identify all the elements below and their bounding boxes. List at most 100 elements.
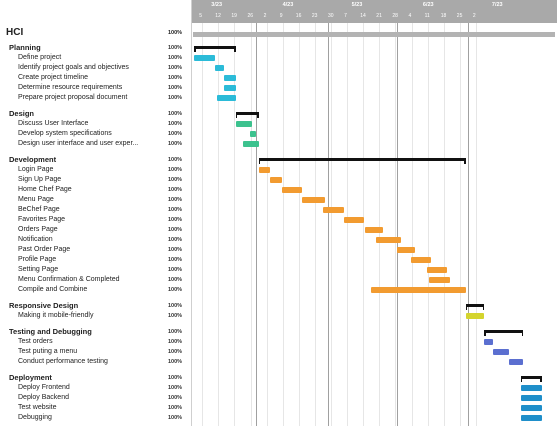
task-row[interactable]: Deploy Backend 100%	[0, 393, 192, 403]
task-bar[interactable]	[520, 405, 542, 411]
month-grid-line	[256, 23, 258, 426]
task-group-row[interactable]: Responsive Design 100%	[0, 301, 192, 311]
group-summary-bar[interactable]	[235, 112, 259, 118]
task-bar[interactable]	[194, 55, 215, 61]
task-row[interactable]: Discuss User Interface 100%	[0, 119, 192, 129]
day-tick-label: 18	[440, 13, 447, 19]
task-row[interactable]: Making it mobile-friendly 100%	[0, 311, 192, 321]
task-bar[interactable]	[410, 257, 432, 263]
task-bar[interactable]	[371, 287, 466, 293]
task-bar[interactable]	[376, 237, 402, 243]
task-row[interactable]: Conduct performance testing 100%	[0, 357, 192, 367]
task-percent: 100%	[168, 65, 183, 71]
day-tick-label: 23	[311, 13, 318, 19]
task-percent: 100%	[168, 359, 183, 365]
task-bar[interactable]	[224, 75, 236, 81]
task-percent: 100%	[168, 257, 183, 263]
task-row[interactable]: Setting Page 100%	[0, 265, 192, 275]
day-tick-label: 19	[231, 13, 237, 19]
task-bar[interactable]	[520, 395, 542, 401]
task-group-percent: 100%	[168, 329, 183, 335]
task-group-row[interactable]: Planning 100%	[0, 43, 192, 53]
task-group-percent: 100%	[168, 303, 183, 309]
task-row[interactable]: Create project timeline 100%	[0, 73, 192, 83]
group-summary-bar[interactable]	[484, 330, 524, 336]
task-percent: 100%	[168, 247, 183, 253]
task-group-row[interactable]: Deployment 100%	[0, 373, 192, 383]
task-bar[interactable]	[235, 121, 252, 127]
task-name: Prepare project proposal document	[18, 94, 128, 101]
project-summary-bar[interactable]	[193, 32, 555, 37]
task-row[interactable]: Menu Confirmation & Completed 100%	[0, 275, 192, 285]
task-bar[interactable]	[215, 65, 225, 71]
task-bar[interactable]	[493, 349, 510, 355]
task-bar[interactable]	[343, 217, 365, 223]
task-name: Compile and Combine	[18, 286, 88, 293]
task-row[interactable]: Notification 100%	[0, 235, 192, 245]
day-tick-label: 7	[344, 13, 347, 19]
task-bar[interactable]	[396, 247, 416, 253]
month-label: 6/23	[422, 2, 434, 8]
task-bar[interactable]	[258, 167, 271, 173]
task-bar[interactable]	[302, 197, 326, 203]
task-bar[interactable]	[249, 131, 257, 137]
task-row[interactable]: Develop system specifications 100%	[0, 129, 192, 139]
group-summary-bar[interactable]	[465, 304, 485, 310]
task-row[interactable]: Favorites Page 100%	[0, 215, 192, 225]
task-row[interactable]: Compile and Combine 100%	[0, 285, 192, 295]
timeline-month-header: 3/23 4/23 5/23 6/23 7/23	[192, 0, 557, 11]
task-group-row[interactable]: Design 100%	[0, 109, 192, 119]
task-row[interactable]: Debugging 100%	[0, 413, 192, 423]
task-bar[interactable]	[426, 267, 448, 273]
task-group-row[interactable]: Development 100%	[0, 155, 192, 165]
task-row[interactable]: Past Order Page 100%	[0, 245, 192, 255]
task-bar[interactable]	[428, 277, 450, 283]
task-row[interactable]: Deploy Frontend 100%	[0, 383, 192, 393]
task-row[interactable]: Test puting a menu 100%	[0, 347, 192, 357]
task-bar[interactable]	[465, 313, 485, 319]
task-bar[interactable]	[520, 415, 542, 421]
task-row[interactable]: Orders Page 100%	[0, 225, 192, 235]
task-bar[interactable]	[281, 187, 303, 193]
task-row[interactable]: Login Page 100%	[0, 165, 192, 175]
day-tick-label: 30	[328, 13, 334, 19]
task-percent: 100%	[168, 237, 183, 243]
task-row[interactable]: Test website 100%	[0, 403, 192, 413]
group-summary-bar[interactable]	[520, 376, 542, 382]
task-row[interactable]: BeChef Page 100%	[0, 205, 192, 215]
task-row[interactable]: Test orders 100%	[0, 337, 192, 347]
day-tick-label: 9	[279, 13, 283, 19]
task-row[interactable]: Sign Up Page 100%	[0, 175, 192, 185]
task-bar[interactable]	[217, 95, 236, 101]
task-percent: 100%	[168, 385, 183, 391]
task-row[interactable]: Define project 100%	[0, 53, 192, 63]
task-name: Deploy Frontend	[18, 384, 70, 391]
task-row[interactable]: Determine resource requirements 100%	[0, 83, 192, 93]
task-bar[interactable]	[224, 85, 236, 91]
task-bar[interactable]	[520, 385, 542, 391]
group-summary-bar[interactable]	[258, 158, 466, 164]
task-row[interactable]: Menu Page 100%	[0, 195, 192, 205]
task-bar[interactable]	[242, 141, 259, 147]
week-grid-line	[234, 23, 236, 426]
month-grid-line	[396, 23, 398, 426]
task-row[interactable]: Design user interface and user exper... 1…	[0, 139, 192, 149]
week-grid-line	[443, 23, 445, 426]
panel-divider[interactable]	[191, 0, 192, 426]
task-bar[interactable]	[509, 359, 524, 365]
task-bar[interactable]	[364, 227, 383, 233]
group-summary-bar[interactable]	[194, 46, 237, 52]
task-row[interactable]: Home Chef Page 100%	[0, 185, 192, 195]
task-percent: 100%	[168, 395, 183, 401]
month-label: 4/23	[282, 2, 294, 8]
task-row[interactable]: Prepare project proposal document 100%	[0, 93, 192, 103]
task-bar[interactable]	[270, 177, 282, 183]
task-group-row[interactable]: Testing and Debugging 100%	[0, 327, 192, 337]
day-tick-label: 16	[295, 13, 302, 19]
task-bar[interactable]	[484, 339, 494, 345]
task-name: Making it mobile-friendly	[18, 312, 94, 319]
task-row[interactable]: Identify project goals and objectives 100…	[0, 63, 192, 73]
task-percent: 100%	[168, 405, 183, 411]
task-bar[interactable]	[323, 207, 344, 213]
task-row[interactable]: Profile Page 100%	[0, 255, 192, 265]
